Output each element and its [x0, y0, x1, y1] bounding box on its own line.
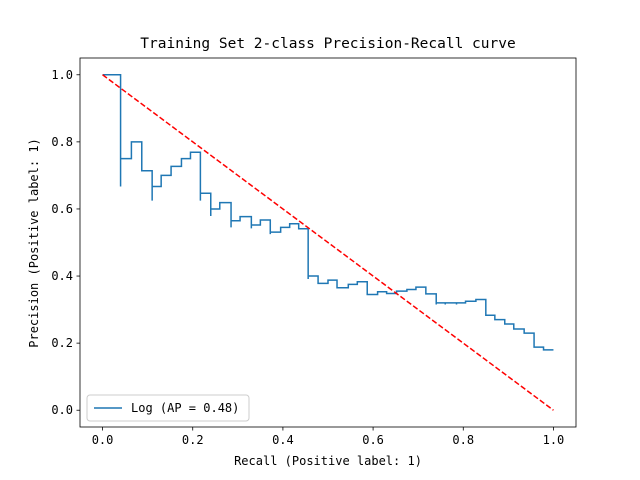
diagonal-reference-line [102, 74, 554, 411]
axes-frame [79, 57, 577, 428]
x-tick-label: 0.2 [182, 433, 204, 447]
x-tick-label: 0.4 [272, 433, 294, 447]
y-tick-label: 0.2 [51, 336, 73, 350]
x-tick-label: 0.0 [92, 433, 114, 447]
chart-title: Training Set 2-class Precision-Recall cu… [140, 36, 515, 52]
legend-entry-label: Log (AP = 0.48) [131, 401, 239, 415]
x-tick-label: 0.6 [362, 433, 384, 447]
y-tick-label: 0.6 [51, 202, 73, 216]
plot-area [79, 57, 577, 428]
x-tick-label: 1.0 [543, 433, 565, 447]
y-axis-label: Precision (Positive label: 1) [27, 138, 41, 348]
y-tick-label: 0.0 [51, 403, 73, 417]
x-axis-label: Recall (Positive label: 1) [234, 454, 422, 468]
y-tick-label: 0.8 [51, 135, 73, 149]
legend: Log (AP = 0.48) [86, 394, 250, 422]
x-axis: 0.0 0.2 0.4 0.6 0.8 1.0 [92, 427, 565, 447]
x-tick-label: 0.8 [452, 433, 474, 447]
y-tick-label: 1.0 [51, 68, 73, 82]
legend-box [86, 394, 250, 422]
pr-step-curve [102, 74, 554, 351]
y-tick-label: 0.4 [51, 269, 73, 283]
y-axis: 0.0 0.2 0.4 0.6 0.8 1.0 [51, 68, 80, 417]
